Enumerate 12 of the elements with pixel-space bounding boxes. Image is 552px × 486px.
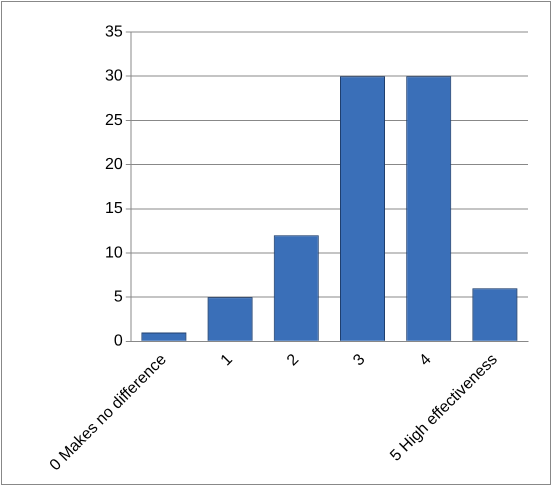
y-tick-label: 25 [105, 112, 123, 129]
y-tick-label: 0 [114, 332, 123, 350]
x-tick-label: 2 [284, 350, 302, 370]
y-tick-label: 15 [105, 200, 123, 218]
x-tick-label: 3 [350, 350, 369, 370]
y-tick-label: 20 [105, 156, 123, 173]
x-tick-label: 4 [416, 350, 435, 370]
y-tick-label: 30 [105, 68, 123, 85]
x-tick-label: 1 [218, 350, 236, 370]
y-tick-label: 5 [114, 288, 123, 306]
y-tick-label: 10 [105, 244, 123, 262]
y-tick-label: 35 [105, 23, 123, 40]
